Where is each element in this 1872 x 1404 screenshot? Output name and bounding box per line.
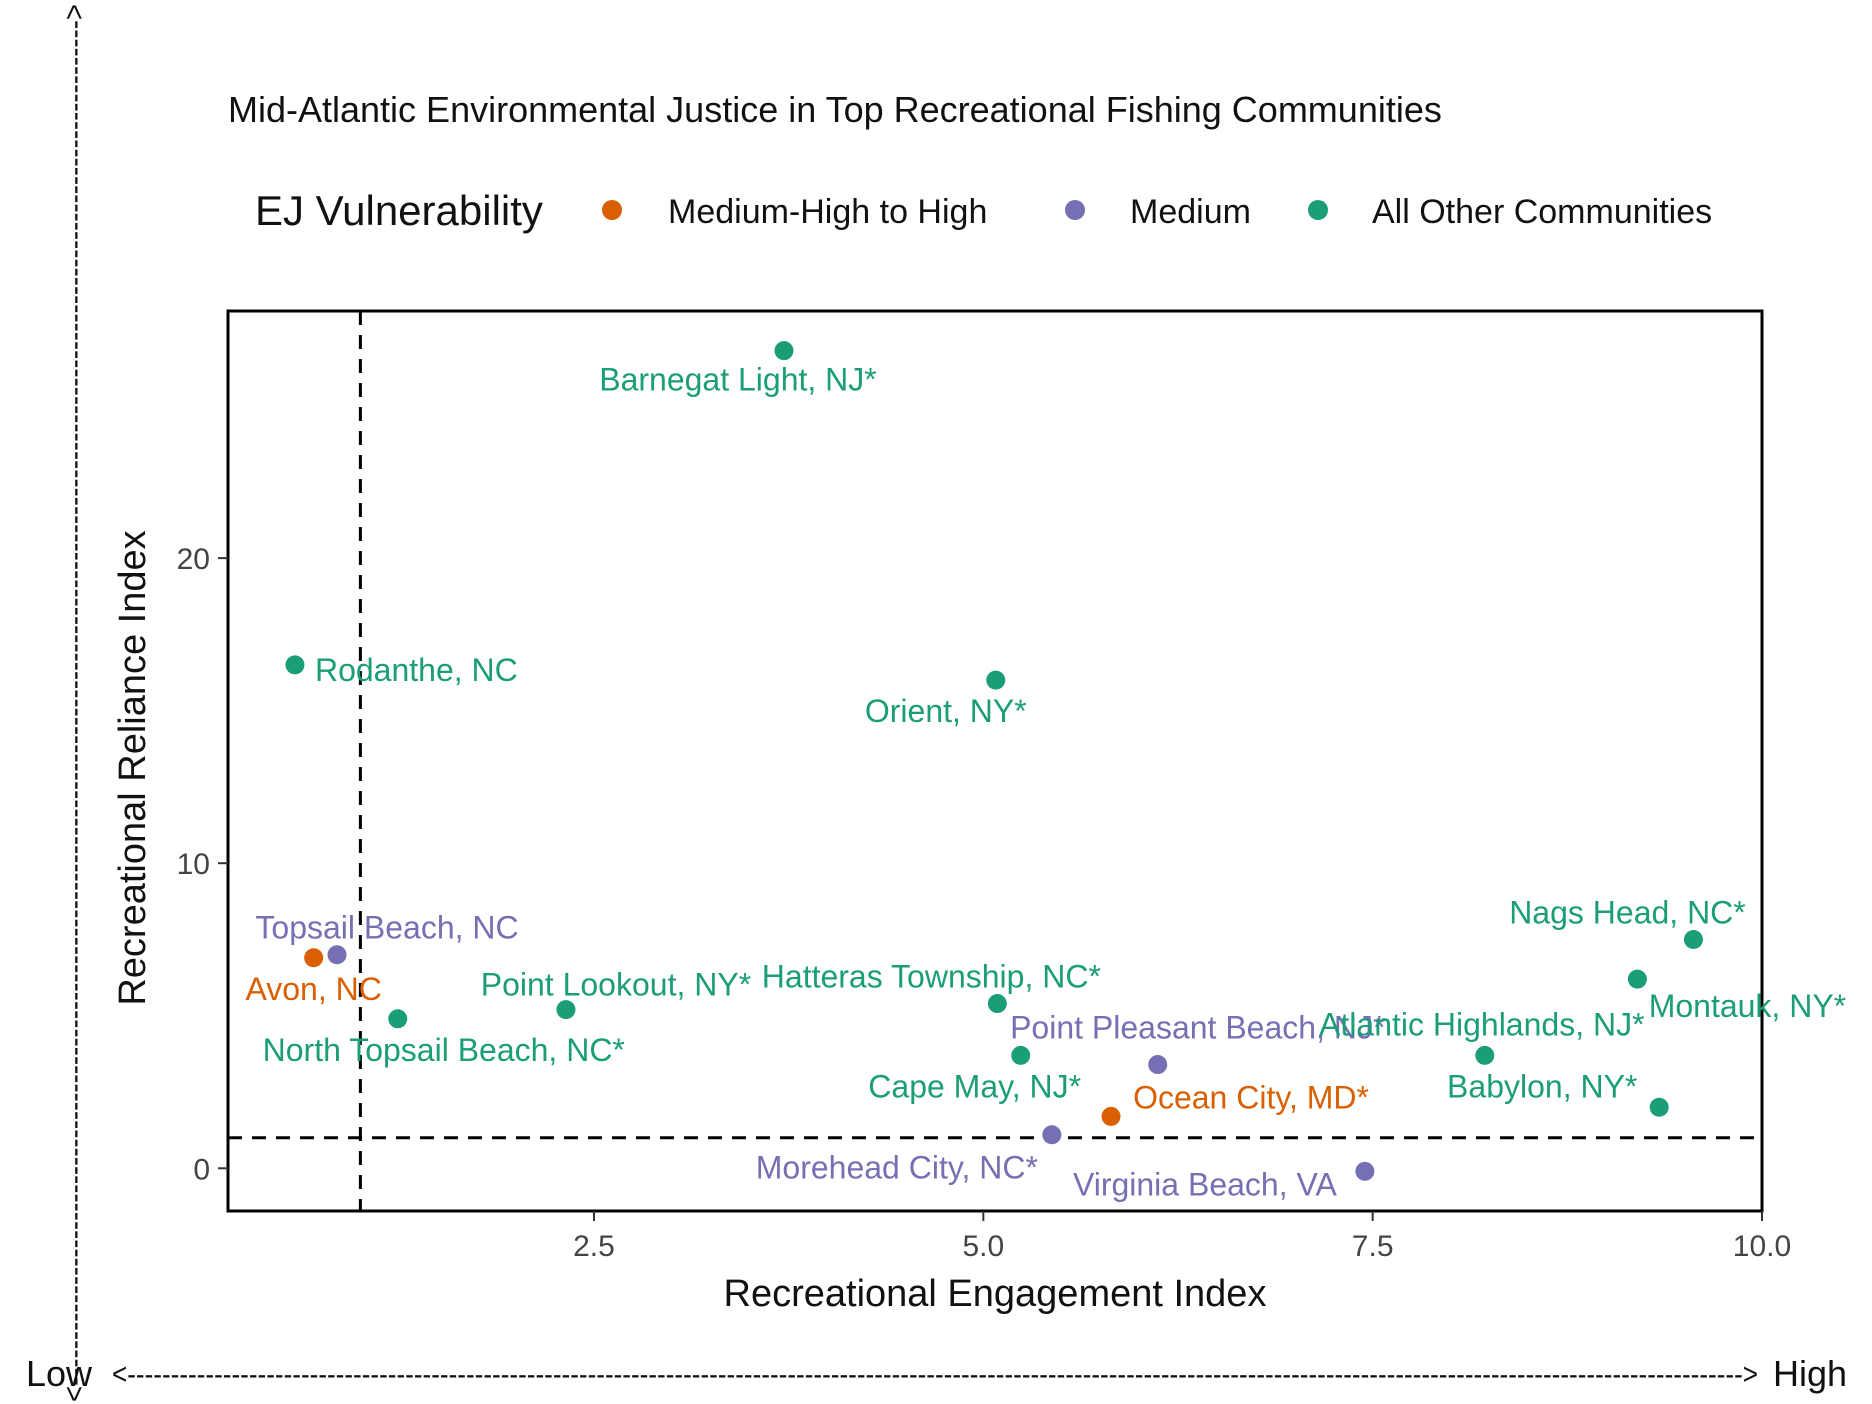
x-axis-title: Recreational Engagement Index: [724, 1273, 1267, 1315]
point-label: Atlantic Highlands, NJ*: [1319, 1006, 1644, 1042]
data-point: [986, 670, 1006, 690]
chart-title: Mid-Atlantic Environmental Justice in To…: [228, 89, 1442, 130]
data-point: [987, 994, 1007, 1014]
point-label: Point Lookout, NY*: [481, 967, 751, 1003]
data-point: [556, 1000, 576, 1020]
point-label: Cape May, NJ*: [868, 1068, 1081, 1104]
data-point: [1627, 969, 1647, 989]
legend: EJ Vulnerability Medium-High to High Med…: [255, 187, 1712, 234]
data-point: [1042, 1125, 1062, 1145]
data-point: [774, 341, 794, 361]
data-point: [1683, 929, 1703, 949]
x-tick-label: 5.0: [962, 1230, 1004, 1263]
y-tick-label: 20: [177, 543, 210, 576]
legend-title: EJ Vulnerability: [255, 187, 543, 234]
point-label: Morehead City, NC*: [756, 1150, 1038, 1186]
point-label: Topsail Beach, NC: [255, 910, 518, 946]
point-label: Virginia Beach, VA: [1073, 1166, 1338, 1202]
data-point: [388, 1009, 408, 1029]
data-point: [1649, 1097, 1669, 1117]
x-tick-label: 7.5: [1352, 1230, 1394, 1263]
outer-x-low-label: Low: [26, 1353, 93, 1394]
y-tick-label: 0: [193, 1153, 210, 1186]
data-point: [1148, 1055, 1168, 1075]
point-label: Orient, NY*: [865, 693, 1027, 729]
point-label: Montauk, NY*: [1649, 988, 1846, 1024]
outer-x-high-label: High: [1773, 1353, 1847, 1394]
point-label: Avon, NC: [245, 971, 381, 1007]
legend-label-medium: Medium: [1130, 193, 1251, 231]
data-point: [1011, 1045, 1031, 1065]
x-axis: 2.5 5.0 7.5 10.0: [573, 1211, 1791, 1263]
plot-panel: [226, 309, 1764, 1213]
data-point: [1475, 1045, 1495, 1065]
data-point: [1101, 1106, 1121, 1126]
outer-y-arrow: <---------------------------------------…: [58, 4, 91, 1402]
point-label: Babylon, NY*: [1447, 1068, 1637, 1104]
x-tick-label: 10.0: [1733, 1230, 1791, 1263]
y-axis: 0 10 20: [177, 543, 228, 1186]
outer-x-arrow: <---------------------------------------…: [112, 1358, 1758, 1391]
data-point: [327, 945, 347, 965]
y-axis-title: Recreational Reliance Index: [112, 530, 154, 1005]
point-label: Nags Head, NC*: [1509, 894, 1746, 930]
point-label: North Topsail Beach, NC*: [263, 1032, 625, 1068]
point-label: Ocean City, MD*: [1133, 1079, 1369, 1115]
legend-swatch-medium: [1065, 200, 1085, 220]
data-point: [285, 655, 305, 675]
legend-label-high: Medium-High to High: [668, 193, 987, 231]
point-label: Point Pleasant Beach, NJ*: [1010, 1010, 1385, 1046]
x-tick-label: 2.5: [573, 1230, 615, 1263]
point-labels: Avon, NC Ocean City, MD* Topsail Beach, NC…: [245, 362, 1846, 1203]
y-tick-label: 10: [177, 848, 210, 881]
point-label: Rodanthe, NC: [315, 652, 518, 688]
point-label: Hatteras Township, NC*: [762, 959, 1101, 995]
legend-swatch-other: [1308, 200, 1328, 220]
data-points: [285, 341, 1703, 1181]
data-point: [304, 948, 324, 968]
legend-swatch-high: [602, 200, 622, 220]
point-label: Barnegat Light, NJ*: [599, 362, 877, 398]
legend-label-other: All Other Communities: [1372, 193, 1712, 231]
data-point: [1355, 1161, 1375, 1181]
